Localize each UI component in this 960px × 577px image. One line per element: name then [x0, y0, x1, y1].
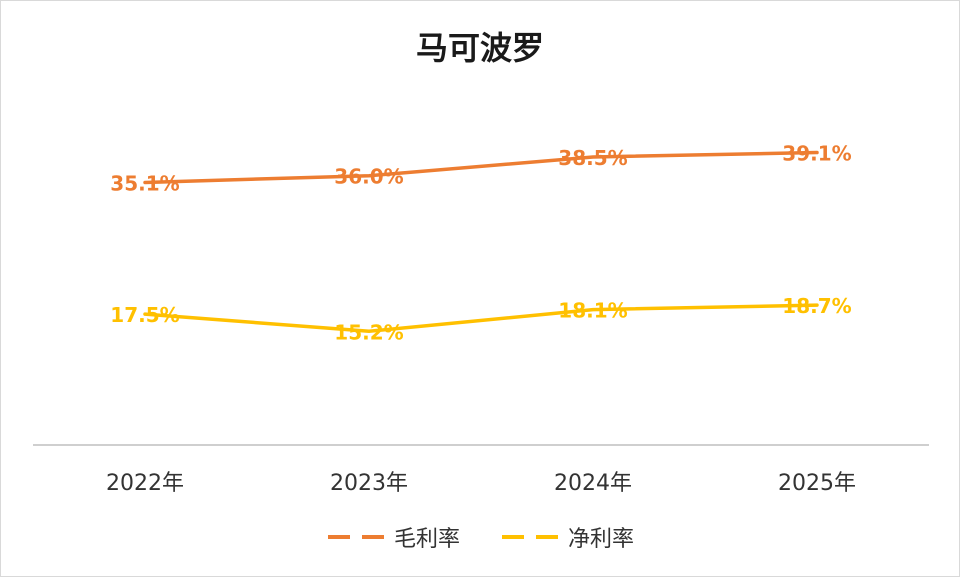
legend: 毛利率 净利率 [1, 521, 959, 553]
series-1-data-label-2: 18.1% [558, 299, 627, 323]
series-1-data-label-0: 17.5% [110, 303, 179, 327]
series-line-0 [143, 150, 819, 185]
series-0-data-label-3: 39.1% [782, 142, 851, 166]
series-1-data-label-1: 15.2% [334, 320, 403, 344]
legend-item-net-margin: 净利率 [500, 521, 634, 553]
legend-item-gross-margin: 毛利率 [326, 521, 460, 553]
series-line-1 [143, 303, 819, 334]
series-0-data-label-2: 38.5% [558, 146, 627, 170]
legend-swatch-gross-margin [326, 530, 386, 544]
series-1-data-label-3: 18.7% [782, 294, 851, 318]
legend-label-net-margin: 净利率 [568, 527, 635, 552]
x-tick-label-3: 2025年 [778, 471, 856, 496]
legend-label-gross-margin: 毛利率 [393, 527, 460, 552]
x-tick-label-2: 2024年 [554, 471, 632, 496]
x-tick-label-1: 2023年 [330, 471, 408, 496]
legend-swatch-net-margin [500, 530, 560, 544]
series-0-data-label-1: 36.0% [334, 165, 403, 189]
x-tick-label-0: 2022年 [106, 471, 184, 496]
series-0-data-label-0: 35.1% [110, 171, 179, 195]
chart-title: 马可波罗 [415, 29, 544, 67]
line-chart: 2022年 2023年 2024年 2025年 35.1% 36.0% 38.5% 39.1%… [33, 142, 929, 496]
